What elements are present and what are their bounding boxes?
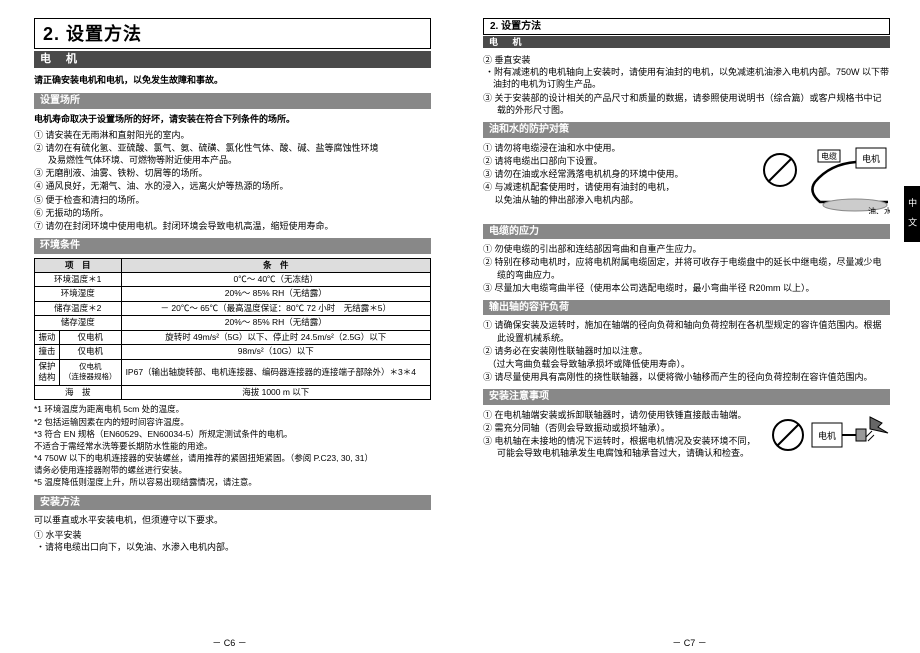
location-bold: 电机寿命取决于设置场所的好坏，请安装在符合下列条件的场所。 — [34, 113, 431, 125]
svg-text:电机: 电机 — [862, 153, 880, 164]
list-item: ④ 通风良好，无潮气、油、水的浸入，远离火炉等热源的场所。 — [34, 180, 431, 192]
page-right: 2. 设置方法 电 机 ② 垂直安装 ・附有减速机的电机轴向上安装时，请使用有油… — [459, 0, 920, 653]
svg-text:电机: 电机 — [818, 430, 836, 441]
install-line: 可以垂直或水平安装电机，但须遵守以下要求。 — [34, 514, 431, 526]
list-item: ② 请勿在有硫化氢、亚硫酸、氯气、氨、硫磺、氯化性气体、酸、碱、盐等腐蚀性环境 … — [34, 142, 431, 166]
section-oil: 油和水的防护对策 — [483, 122, 890, 138]
page-number: － C7 － — [672, 637, 707, 649]
list-item: ② 请务必在安装刚性联轴器时加以注意。 — [483, 345, 890, 357]
v-item: ③ 关于安装部的设计相关的产品尺寸和质量的数据，请参照使用说明书（综合篇）或客户… — [483, 92, 890, 116]
sub-bar: 电 机 — [483, 36, 890, 48]
page-number: － C6 － — [212, 637, 247, 649]
install-h1: ① 水平安装 — [34, 529, 431, 541]
note: *2 包括运输因素在内的短时间容许温度。 — [34, 417, 431, 428]
th-cond: 条 件 — [121, 258, 430, 272]
list-item: ③ 尽量加大电缆弯曲半径（使用本公司选配电缆时，最小弯曲半径 R20mm 以上）… — [483, 282, 890, 294]
note: *1 环境温度为距离电机 5cm 处的温度。 — [34, 404, 431, 415]
section-install: 安装方法 — [34, 495, 431, 511]
heading-box: 2. 设置方法 — [34, 18, 431, 49]
intro-text: 请正确安装电机和电机，以免发生故障和事故。 — [34, 74, 431, 86]
list-item: ③ 无磨削液、油雾、铁粉、切屑等的场所。 — [34, 167, 431, 179]
svg-text:电缆: 电缆 — [821, 151, 837, 161]
vertical-title: ② 垂直安装 — [483, 54, 890, 66]
list-item: ① 勿使电缆的引出部和连结部因弯曲和自重产生应力。 — [483, 243, 890, 255]
th-item: 项 目 — [35, 258, 122, 272]
install-sub: ・请将电缆出口向下，以免油、水渗入电机内部。 — [34, 541, 431, 553]
list-item: ② 特别在移动电机时，应将电机附属电缆固定，并将可收存于电缆盘中的延长中继电缆，… — [483, 256, 890, 280]
list-item: ① 请安装在无雨淋和直射阳光的室内。 — [34, 129, 431, 141]
location-list: ① 请安装在无雨淋和直射阳光的室内。 ② 请勿在有硫化氢、亚硫酸、氯气、氨、硫磺… — [34, 129, 431, 232]
page-left: 2. 设置方法 电 机 请正确安装电机和电机，以免发生故障和事故。 设置场所 电… — [0, 0, 459, 653]
svg-text:油、水: 油、水 — [868, 206, 890, 214]
section-location: 设置场所 — [34, 93, 431, 109]
list-item: ⑥ 无振动的场所。 — [34, 207, 431, 219]
language-tab: 中 文 — [904, 186, 920, 242]
section-env: 环境条件 — [34, 238, 431, 254]
list-item: ③ 请尽量使用具有高刚性的挠性联轴器，以便将微小轴移而产生的径向负荷控制在容许值… — [483, 371, 890, 383]
note: *4 750W 以下的电机连接器的安装螺丝，请用推荐的紧固扭矩紧固。（参阅 P.… — [34, 453, 431, 476]
list-item: ⑤ 便于检查和清扫的场所。 — [34, 194, 431, 206]
load-list: ① 请确保安装及运转时，施加在轴端的径向负荷和轴向负荷控制在各机型规定的容许值范… — [483, 319, 890, 383]
page-heading: 2. 设置方法 — [43, 22, 422, 46]
heading-box: 2. 设置方法 — [483, 18, 890, 35]
env-table: 项 目 条 件 环境温度＊10℃～ 40℃（无冻结） 环境湿度20%～ 85% … — [34, 258, 431, 401]
section-install-notes: 安装注意事项 — [483, 389, 890, 405]
v-item: ・附有减速机的电机轴向上安装时，请使用有油封的电机，以免减速机油渗入电机内部。7… — [483, 66, 890, 90]
sub-bar: 电 机 — [34, 51, 431, 68]
section-load: 输出轴的容许负荷 — [483, 300, 890, 316]
note: *5 温度降低则湿度上升，所以容易出现结露情况，请注意。 — [34, 477, 431, 488]
note: *3 符合 EN 规格（EN60529、EN60034-5）所规定测试条件的电机… — [34, 429, 431, 452]
install-diagram: 电机 — [770, 409, 890, 469]
list-item: ⑦ 请勿在封闭环境中使用电机。封闭环境会导致电机高温，缩短使用寿命。 — [34, 220, 431, 232]
list-item: （过大弯曲负载会导致轴承损坏或降低使用寿命）。 — [483, 358, 890, 370]
list-item: ① 请确保安装及运转时，施加在轴端的径向负荷和轴向负荷控制在各机型规定的容许值范… — [483, 319, 890, 343]
section-cable: 电缆的应力 — [483, 224, 890, 240]
oil-diagram: 电机 电缆 油、水 — [760, 142, 890, 214]
cable-list: ① 勿使电缆的引出部和连结部因弯曲和自重产生应力。 ② 特别在移动电机时，应将电… — [483, 243, 890, 294]
